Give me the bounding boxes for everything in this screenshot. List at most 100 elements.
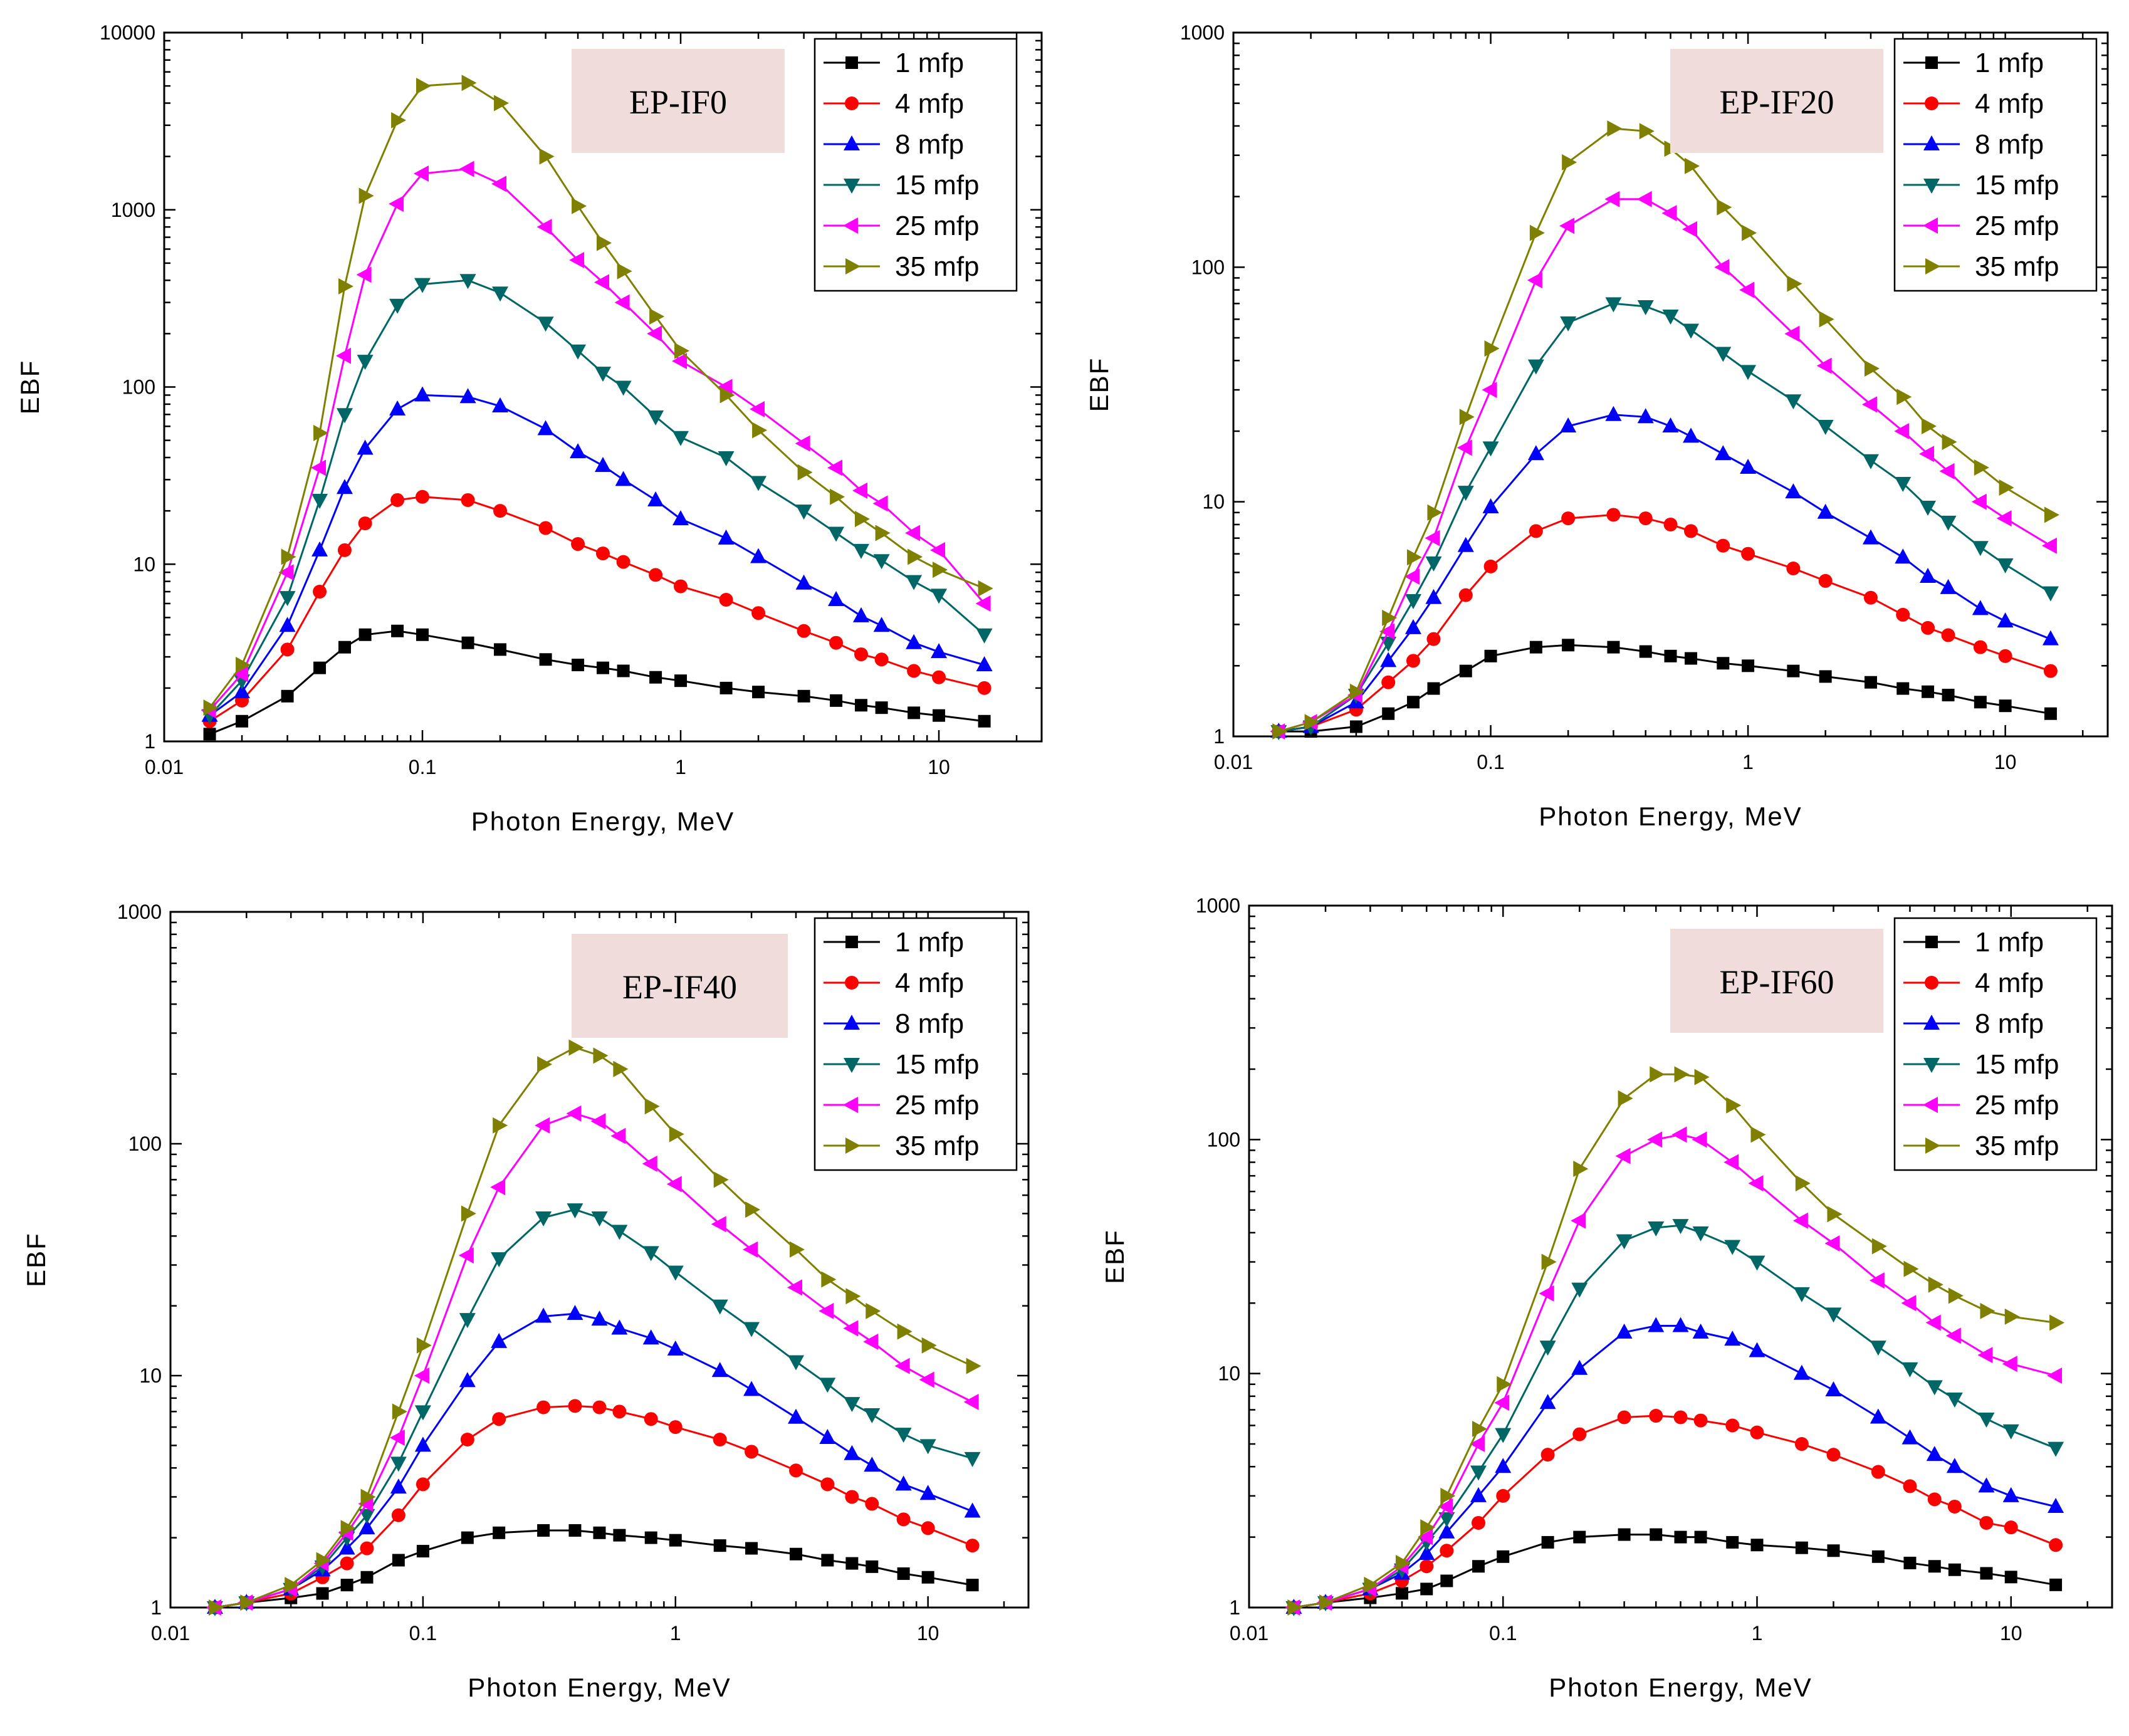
data-point	[591, 1211, 608, 1226]
legend-marker	[845, 56, 858, 69]
data-point	[278, 564, 294, 581]
legend-label: 35 mfp	[1975, 1131, 2059, 1161]
data-point	[1948, 1563, 1961, 1576]
legend-label: 1 mfp	[1975, 927, 2044, 958]
data-point	[1692, 1131, 1707, 1148]
data-point	[1871, 1550, 1885, 1563]
series-8-mfp	[1270, 405, 2059, 738]
legend-marker	[1923, 179, 1940, 194]
data-point	[875, 525, 891, 541]
data-point	[1616, 1323, 1633, 1339]
data-point	[2049, 1538, 2063, 1552]
data-point	[311, 459, 327, 476]
data-point	[595, 456, 611, 472]
data-point	[975, 595, 991, 612]
legend-label: 1 mfp	[895, 927, 964, 958]
data-point	[234, 683, 251, 699]
data-point	[358, 628, 372, 641]
data-point	[536, 1400, 551, 1414]
legend-marker	[1925, 936, 1938, 948]
data-point	[1693, 1413, 1708, 1428]
legend-marker	[844, 1058, 860, 1073]
x-tick-label: 0.1	[409, 756, 436, 778]
data-point	[491, 1252, 508, 1268]
data-point	[1794, 1437, 1809, 1451]
data-point	[1438, 1523, 1455, 1539]
data-point	[313, 424, 329, 441]
data-point	[2049, 1314, 2065, 1331]
data-point	[865, 1497, 879, 1511]
data-point	[1457, 439, 1472, 456]
data-point	[1740, 458, 1757, 474]
data-point	[492, 397, 509, 413]
data-point	[1470, 1487, 1487, 1502]
data-point	[649, 568, 663, 582]
data-point	[1792, 1212, 1808, 1229]
data-point	[1787, 275, 1802, 292]
legend-label: 35 mfp	[895, 251, 980, 282]
data-point	[1901, 1362, 1918, 1378]
x-tick-label: 1	[675, 756, 686, 778]
legend-box	[813, 38, 1018, 292]
data-point	[1495, 1458, 1512, 1473]
data-point	[537, 420, 554, 436]
data-point	[966, 1579, 979, 1592]
data-point	[667, 1340, 684, 1356]
legend-marker	[1925, 56, 1938, 69]
data-point	[908, 548, 923, 565]
data-point	[1637, 300, 1654, 316]
legend-marker	[1925, 976, 1938, 990]
data-point	[1672, 1219, 1689, 1235]
data-point	[414, 1405, 431, 1421]
data-point	[416, 78, 432, 95]
data-point	[1748, 1175, 1764, 1192]
data-point	[711, 1362, 728, 1378]
y-tick-label: 1	[1213, 725, 1225, 748]
series-35-mfp	[203, 75, 993, 716]
data-point	[787, 1279, 803, 1296]
legend-marker	[1925, 258, 1940, 275]
legend-label: 4 mfp	[1975, 968, 2044, 998]
data-point	[536, 219, 552, 236]
data-point	[1662, 310, 1679, 325]
data-point	[642, 1329, 659, 1345]
data-point	[1529, 524, 1543, 538]
data-point	[338, 278, 353, 295]
data-point	[1896, 682, 1910, 695]
data-point	[2048, 1497, 2064, 1513]
data-point	[356, 266, 372, 283]
data-point	[649, 308, 665, 325]
data-point	[571, 537, 585, 552]
data-point	[459, 1372, 476, 1388]
data-point	[316, 1587, 329, 1600]
data-point	[845, 1557, 859, 1570]
data-point	[647, 410, 664, 426]
data-point	[1941, 628, 1955, 642]
data-point	[1749, 1255, 1765, 1271]
panel-title: EP-IF0	[629, 83, 727, 121]
data-point	[611, 1225, 628, 1240]
data-point	[539, 148, 555, 165]
data-point	[537, 1524, 550, 1537]
data-point	[2004, 1520, 2018, 1535]
data-point	[1947, 1499, 1962, 1514]
data-point	[390, 493, 405, 507]
data-point	[1426, 632, 1441, 646]
data-point	[1921, 620, 1935, 635]
legend-label: 25 mfp	[1975, 1090, 2059, 1121]
data-point	[1472, 1420, 1487, 1437]
data-point	[1793, 1287, 1810, 1302]
data-point	[236, 714, 249, 728]
data-point	[1638, 511, 1653, 526]
data-point	[1869, 1272, 1885, 1289]
data-point	[719, 681, 733, 694]
data-point	[1561, 511, 1576, 526]
legend-label: 15 mfp	[1975, 1049, 2059, 1080]
data-point	[1482, 441, 1499, 457]
data-point	[461, 636, 474, 649]
series-1-mfp	[203, 624, 991, 741]
data-point	[1404, 568, 1420, 585]
data-point	[672, 510, 689, 526]
data-point	[1420, 1559, 1434, 1574]
